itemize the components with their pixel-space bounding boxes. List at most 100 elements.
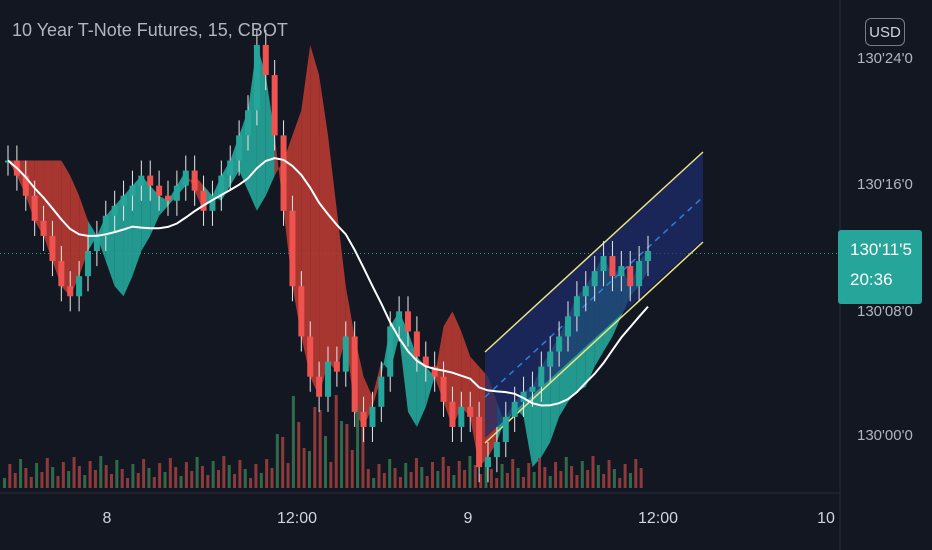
volume-bar [115,460,119,488]
candle-body [556,336,563,352]
volume-bar [564,457,568,488]
candle-body [520,391,527,402]
volume-bar [324,436,327,488]
volume-bar [334,395,338,488]
candle-body [591,271,598,287]
volume-bar [473,465,477,488]
time-tick-label: 9 [463,510,473,527]
volume-bar [345,424,349,488]
candle-body [502,416,509,443]
price-tick-label: 130'16'0 [857,176,913,193]
volume-bar [77,466,81,488]
volume-bar [377,464,381,488]
candle-body [182,170,189,186]
volume-bar [13,473,17,488]
volume-bar [142,459,146,488]
volume-bar [307,451,311,488]
candle-body [173,185,180,201]
time-tick-label: 10 [817,510,835,527]
volume-bar [163,472,167,488]
volume-bar [61,462,65,488]
candle-body [200,190,207,211]
volume-bar [131,464,135,488]
volume-bar [382,473,386,488]
volume-bar [340,421,344,488]
volume-bar [479,474,483,488]
candle-body [85,251,91,277]
candle-body [271,75,278,136]
volume-bar [313,407,317,488]
candle-body [369,406,376,427]
volume-bar [29,477,33,488]
candle-body [298,286,305,337]
cloud-segment [123,185,133,297]
volume-bar [500,464,504,488]
cloud-segment [132,175,142,277]
candle-body [191,170,198,191]
volume-bar [206,475,210,488]
candle-body [360,411,367,427]
volume-bar [538,458,541,488]
volume-bar [431,462,434,488]
volume-bar [586,470,590,488]
candle-body [40,220,47,236]
volume-bar [527,463,531,488]
candle-body [511,401,518,417]
volume-bar [147,468,151,488]
volume-bar [99,456,103,488]
candle-body [102,215,109,236]
candle-body [289,210,296,287]
volume-bar [136,473,140,488]
volume-bar [393,468,397,488]
volume-bar [463,470,467,488]
volume-bar [45,458,49,488]
candle-body [529,386,536,392]
volume-bar [254,464,258,488]
volume-bar [468,456,472,488]
volume-bar [639,468,643,488]
time-tick-label: 8 [102,510,112,527]
currency-button[interactable]: USD [865,18,905,46]
candle-body [378,376,385,407]
candle-body [156,185,163,196]
volume-bar [570,466,574,488]
channel-fill [485,152,703,438]
volume-bar [591,456,595,488]
candle-body [565,316,571,337]
candle-body [93,235,100,252]
candle-body [111,205,118,216]
volume-bar [350,450,354,488]
price-tick-label: 130'08'0 [857,303,913,320]
volume-bar [628,473,632,488]
candle-body [387,326,394,377]
candle-body [245,110,251,136]
candle-body [58,261,65,287]
candle-body [547,351,554,367]
volume-bar [634,459,638,488]
volume-bar [168,458,172,488]
candle-body [440,376,447,402]
chart-title: 10 Year T-Note Futures, 15, CBOT [12,20,288,40]
volume-bar [211,461,215,488]
volume-bar [243,469,247,488]
volume-bar [275,434,279,488]
volume-bar [302,448,306,488]
candle-body [253,44,260,111]
volume-bar [612,469,616,488]
candle-body [351,336,358,412]
volume-bar [404,463,408,488]
cloud-segment [416,356,426,427]
volume-bar [441,457,445,488]
volume-bar [452,475,456,488]
volume-bar [67,471,71,488]
candle-body [22,175,29,196]
volume-bar [126,478,130,488]
volume-bar [420,467,424,488]
volume-bar [286,463,290,488]
volume-bar [3,478,6,488]
volume-bar [495,478,499,488]
cloud-segment [372,361,382,407]
volume-bar [35,463,39,488]
